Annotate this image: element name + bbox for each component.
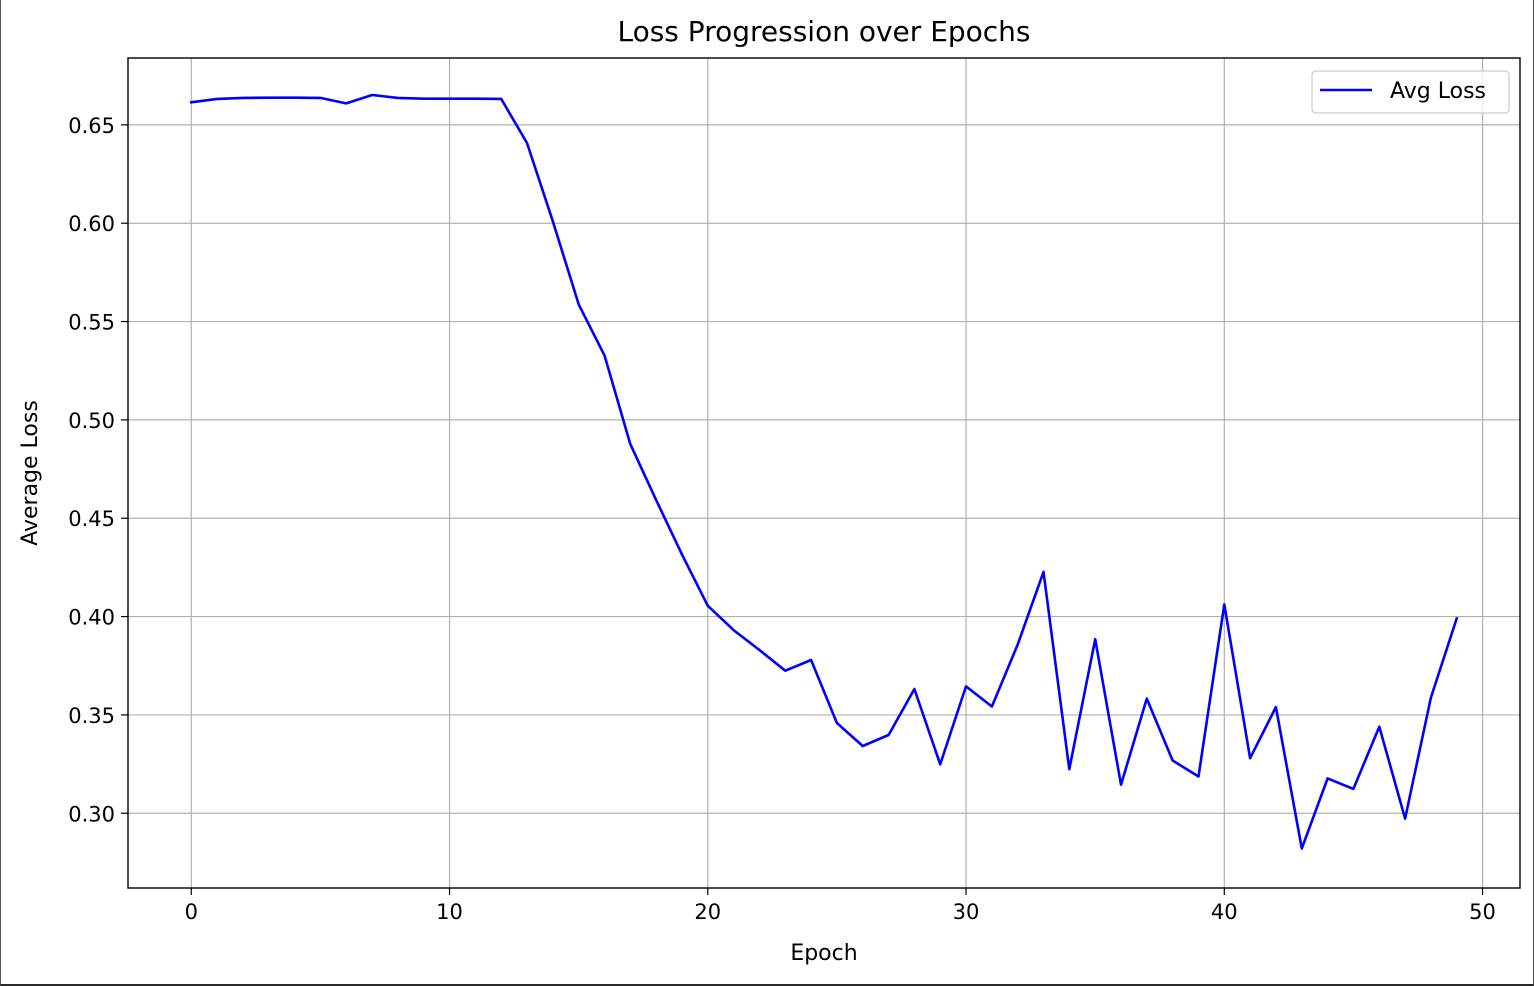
legend-box: [1311, 70, 1510, 114]
y-tick-label: 0.60: [68, 212, 115, 236]
y-tick-label: 0.55: [68, 311, 115, 335]
series-line-avg-loss: [189, 93, 1459, 850]
chart-title: Loss Progression over Epochs: [617, 15, 1030, 48]
series-layer: [189, 93, 1459, 850]
y-ticks: 0.30 0.35 0.40 0.45 0.50 0.55 0.60 0.65: [68, 114, 128, 826]
y-tick-label: 0.30: [68, 802, 115, 826]
y-tick-label: 0.65: [68, 114, 115, 138]
x-tick-label: 50: [1469, 900, 1496, 924]
y-tick-label: 0.45: [68, 507, 115, 531]
legend: Avg Loss: [1311, 70, 1510, 114]
x-tick-label: 30: [953, 900, 980, 924]
x-tick-label: 20: [694, 900, 721, 924]
x-axis-label: Epoch: [790, 941, 857, 966]
grid: [128, 58, 1520, 888]
legend-label: Avg Loss: [1390, 79, 1486, 104]
x-ticks: 0 10 20 30 40 50: [185, 888, 1496, 924]
x-tick-label: 40: [1211, 900, 1238, 924]
y-tick-label: 0.50: [68, 409, 115, 433]
y-tick-label: 0.40: [68, 606, 115, 630]
x-tick-label: 10: [436, 900, 463, 924]
y-axis-label: Average Loss: [18, 400, 43, 546]
x-tick-label: 0: [185, 900, 198, 924]
plot-area-border: [127, 57, 1521, 889]
y-tick-label: 0.35: [68, 704, 115, 728]
